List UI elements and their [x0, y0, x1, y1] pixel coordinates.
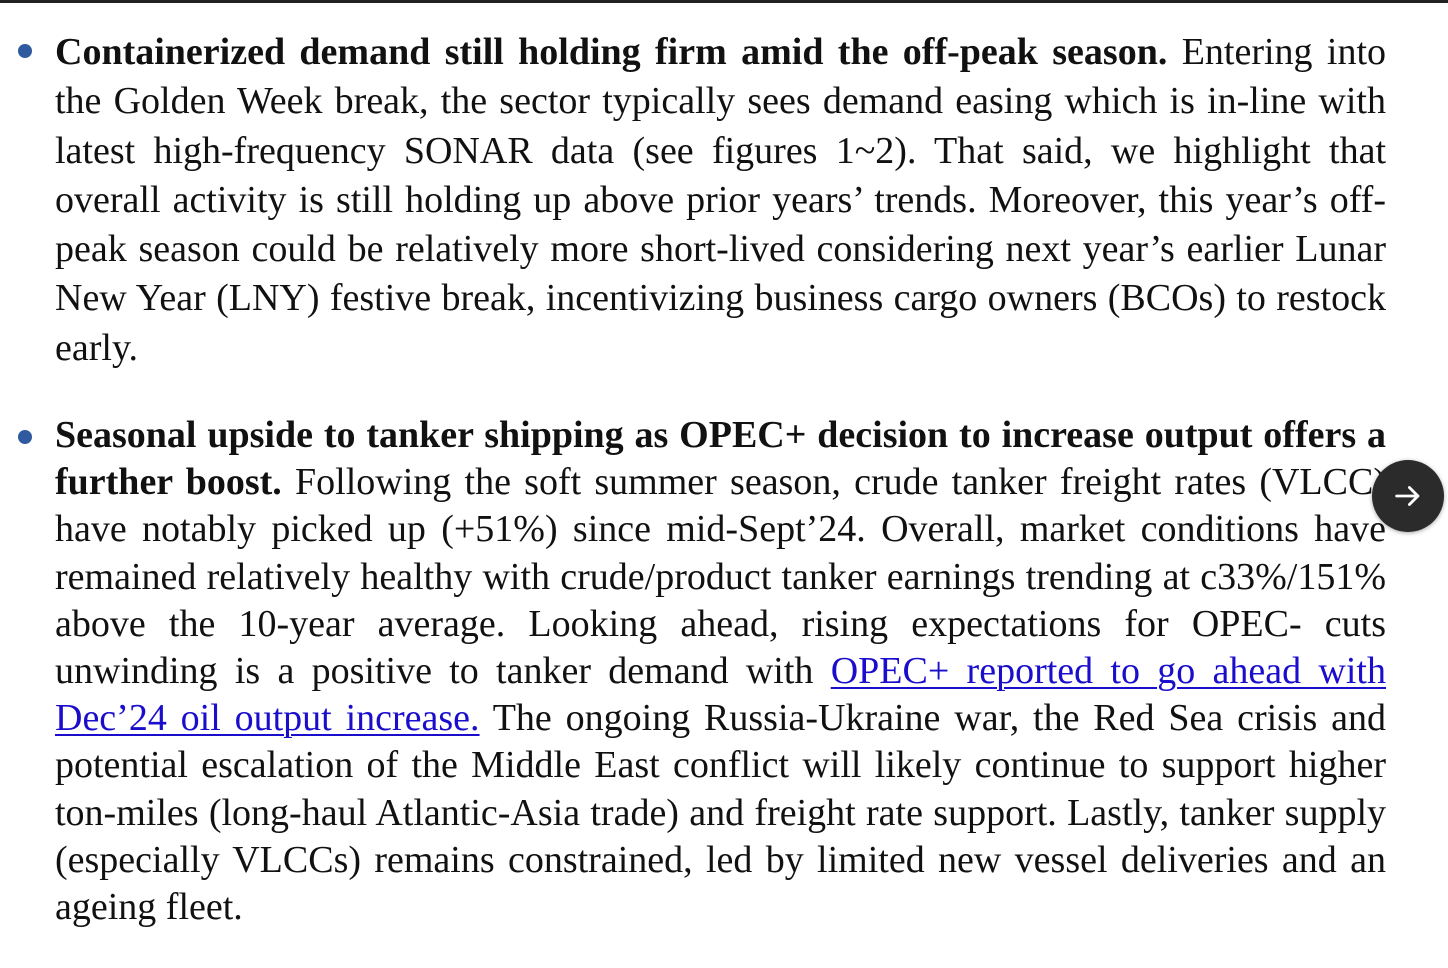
bullet-dot-icon — [18, 430, 32, 444]
arrow-right-icon — [1395, 486, 1420, 506]
bullet-body: Entering into the Golden Week break, the… — [55, 31, 1386, 369]
opec-output-link[interactable]: OPEC+ reported to go ahead with Dec’24 o… — [55, 650, 1386, 740]
next-page-button[interactable] — [1372, 460, 1444, 532]
bullet-body-before-link: Following the soft summer season, crude … — [55, 461, 1386, 693]
bullet-lead: Seasonal upside to tanker shipping as OP… — [55, 414, 1386, 504]
bullet-lead: Containerized demand still holding firm … — [55, 31, 1168, 73]
bullet-paragraph: Seasonal upside to tanker shipping as OP… — [55, 412, 1386, 931]
bullet-paragraph: Containerized demand still holding firm … — [55, 28, 1386, 373]
bullet-dot-icon — [18, 44, 32, 58]
bullet-body-after-link: The ongoing Russia-Ukraine war, the Red … — [55, 697, 1386, 929]
top-rule — [0, 0, 1448, 3]
